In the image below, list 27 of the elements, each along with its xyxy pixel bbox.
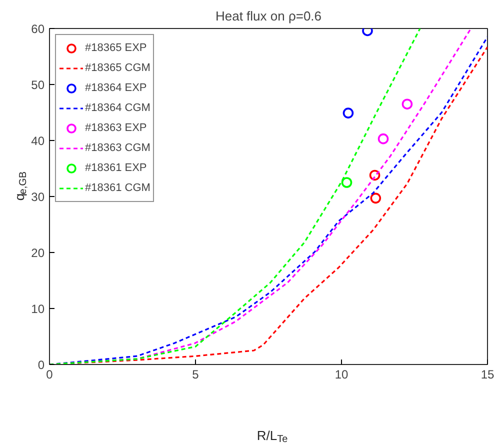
y-axis-title: qe,GB <box>12 171 29 201</box>
y-tick-label: 0 <box>38 358 45 372</box>
legend-label: #18364 CGM <box>85 102 150 114</box>
y-tick-label: 40 <box>31 134 45 148</box>
point <box>369 170 380 181</box>
y-tick-label: 60 <box>31 22 45 36</box>
x-tick-label: 0 <box>46 368 54 382</box>
y-tick-label: 30 <box>31 190 45 204</box>
x-tick-label: 15 <box>480 368 494 382</box>
y-tick-label: 50 <box>31 78 45 92</box>
legend-label: #18363 CGM <box>85 142 150 154</box>
legend-label: #18361 EXP <box>85 162 147 174</box>
point <box>370 192 382 204</box>
legend-label: #18361 CGM <box>85 182 150 194</box>
legend-label: #18364 EXP <box>85 82 147 94</box>
x-tick-label: 5 <box>192 368 200 382</box>
legend-label: #18365 EXP <box>85 42 147 54</box>
point <box>402 98 413 110</box>
legend-label: #18365 CGM <box>85 62 150 74</box>
point <box>342 108 354 118</box>
y-tick-label: 20 <box>31 246 45 260</box>
y-tick-label: 10 <box>31 302 45 316</box>
legend-label: #18363 EXP <box>85 122 147 134</box>
chart-title: Heat flux on ρ=0.6 <box>215 8 322 24</box>
point <box>378 133 389 144</box>
x-tick-label: 10 <box>334 368 348 382</box>
point <box>341 177 352 188</box>
